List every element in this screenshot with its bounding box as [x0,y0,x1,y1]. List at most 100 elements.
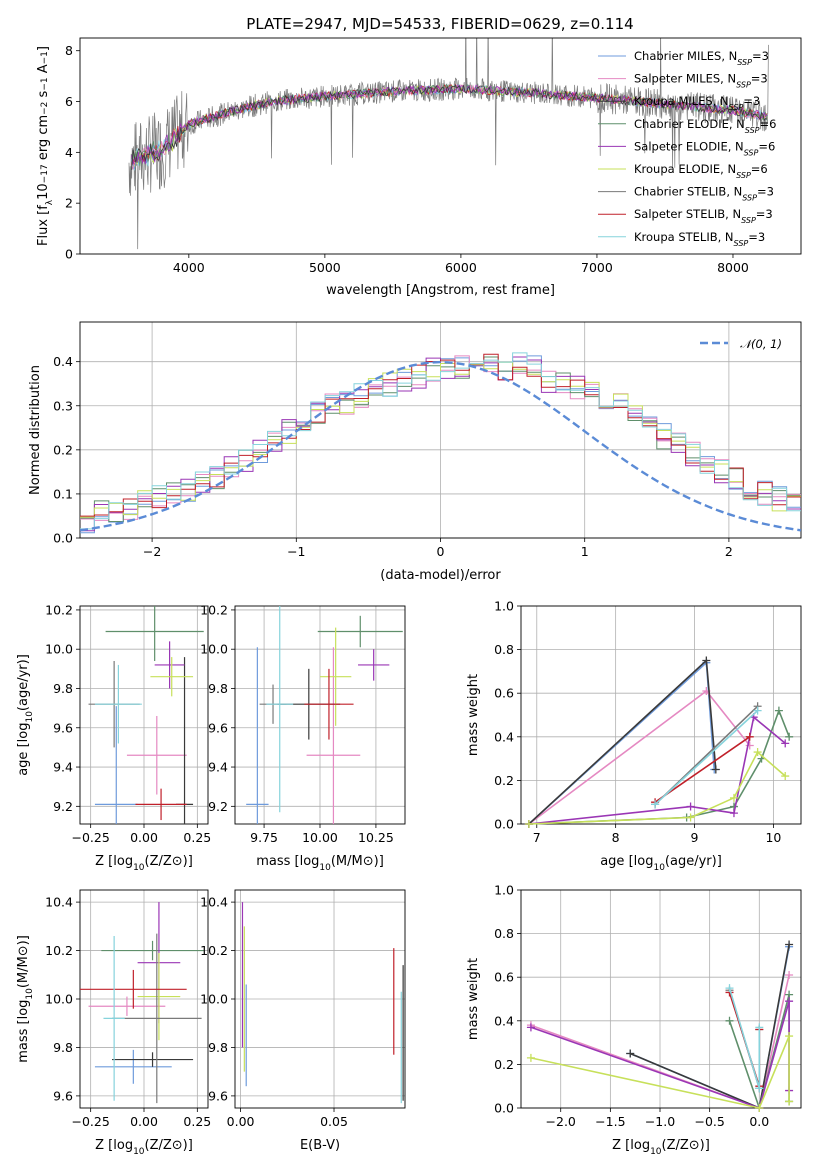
histogram-series [80,361,801,518]
y-tick-label: 9.6 [53,720,73,735]
y-tick-label: 10.4 [200,895,228,910]
x-tick-label: 10.00 [302,830,338,845]
axes-frame [520,605,802,825]
y-tick-label: 0.2 [494,1057,514,1072]
y-tick-label: 9.2 [208,799,228,814]
legend-entry: Kroupa MILES, NSSP=3 [634,94,760,112]
series-marker [785,732,794,741]
y-tick-label: 0.0 [494,1101,514,1116]
error-bars [246,606,403,824]
axes-frame [79,889,209,1109]
series-line [528,689,751,825]
x-tick-label: −1 [287,544,305,559]
legend-entry: Salpeter ELODIE, NSSP=6 [634,139,775,157]
series-marker [785,997,794,1006]
y-tick-label: 0.4 [494,729,514,744]
x-axis-label: mass [log10(M/M⊙)] [256,854,384,873]
x-tick-label: −0.25 [72,1114,110,1129]
legend-entry: Chabrier MILES, NSSP=3 [634,49,769,67]
x-axis-label: wavelength [Angstrom, rest frame] [326,283,555,298]
error-bars [88,606,204,824]
y-tick-label: 0.3 [53,398,73,413]
y-tick-label: 9.6 [53,1088,73,1103]
y-tick-label: 0.0 [53,531,73,546]
axes-frame [79,37,802,255]
y-tick-label: 10.2 [45,943,73,958]
model-spectrum-line [131,84,768,165]
x-tick-label: −1.0 [645,1114,675,1129]
x-tick-label: −0.5 [694,1114,724,1129]
series-marker [774,706,783,715]
x-tick-label: 0.05 [320,1114,348,1129]
x-tick-label: 9 [691,830,699,845]
histogram-steps [80,352,801,534]
axes-frame [79,605,209,825]
x-axis-label: age [log10(age/yr)] [600,854,722,873]
legend-entry: 𝒩(0, 1) [740,337,782,351]
series-marker [725,1016,734,1025]
legend-entry: Kroupa ELODIE, NSSP=6 [634,162,768,180]
series-marker [729,809,738,818]
y-tick-label: 10.2 [200,943,228,958]
series-marker [725,984,734,993]
y-axis-label: mass [log10(M/M⊙)] [16,935,35,1063]
series-marker [755,1023,764,1032]
series-line [528,715,786,825]
x-tick-label: 0.00 [130,830,158,845]
y-tick-label: 9.8 [208,681,228,696]
series-marker [753,748,762,757]
model-spectrum-line [131,84,768,167]
x-tick-label: 10 [765,830,781,845]
series-marker [785,971,794,980]
series-marker [651,800,660,809]
y-tick-label: 9.8 [53,681,73,696]
series-marker [626,1049,635,1058]
axes-frame [79,321,802,539]
x-tick-label: 8000 [717,260,749,275]
y-tick-label: 0.6 [494,686,514,701]
y-tick-label: 0.0 [494,817,514,832]
y-tick-label: 10.4 [45,895,73,910]
legend-entry: Salpeter MILES, NSSP=3 [634,72,768,90]
axes-frame [520,889,802,1109]
x-axis-label: Z [log10(Z/Z⊙)] [95,1138,193,1157]
y-axis-label: Normed distribution [28,365,43,495]
y-tick-label: 9.2 [53,799,73,814]
x-axis-label: Z [log10(Z/Z⊙)] [612,1138,710,1157]
y-tick-label: 1.0 [494,883,514,898]
y-axis-label: Flux [fλ10−17 erg cm−2 s−1 A−1] [36,46,55,246]
y-axis-label: mass weight [466,674,481,756]
series-marker [702,656,711,665]
weight-lines [524,656,794,828]
y-tick-label: 0.8 [494,642,514,657]
series-marker [753,706,762,715]
legend-entry: Salpeter STELIB, NSSP=3 [634,207,773,225]
histogram-series [80,353,801,517]
axes-frame [234,889,406,1109]
x-tick-label: 0.00 [130,1114,158,1129]
series-marker [524,820,533,828]
series-marker [785,1097,794,1106]
x-tick-label: 10.25 [358,830,394,845]
x-tick-label: 0.00 [227,1114,255,1129]
series-marker [785,940,794,949]
series-marker [755,1084,764,1093]
y-tick-label: 0.2 [494,773,514,788]
series-line [654,710,759,805]
x-tick-label: 7000 [581,260,613,275]
series-marker [781,772,790,781]
y-tick-label: 0.4 [494,1013,514,1028]
y-tick-label: 0.1 [53,486,73,501]
y-tick-label: 10.0 [200,992,228,1007]
y-tick-label: 10.0 [45,992,73,1007]
series-line [654,736,751,803]
y-tick-label: 1.0 [494,599,514,614]
series-marker [745,732,754,741]
series-marker [745,741,754,750]
y-tick-label: 0.2 [53,442,73,457]
series-marker [781,739,790,748]
x-tick-label: 2 [725,544,733,559]
x-tick-label: 6000 [445,260,477,275]
legend-entry: Chabrier STELIB, NSSP=3 [634,185,774,203]
